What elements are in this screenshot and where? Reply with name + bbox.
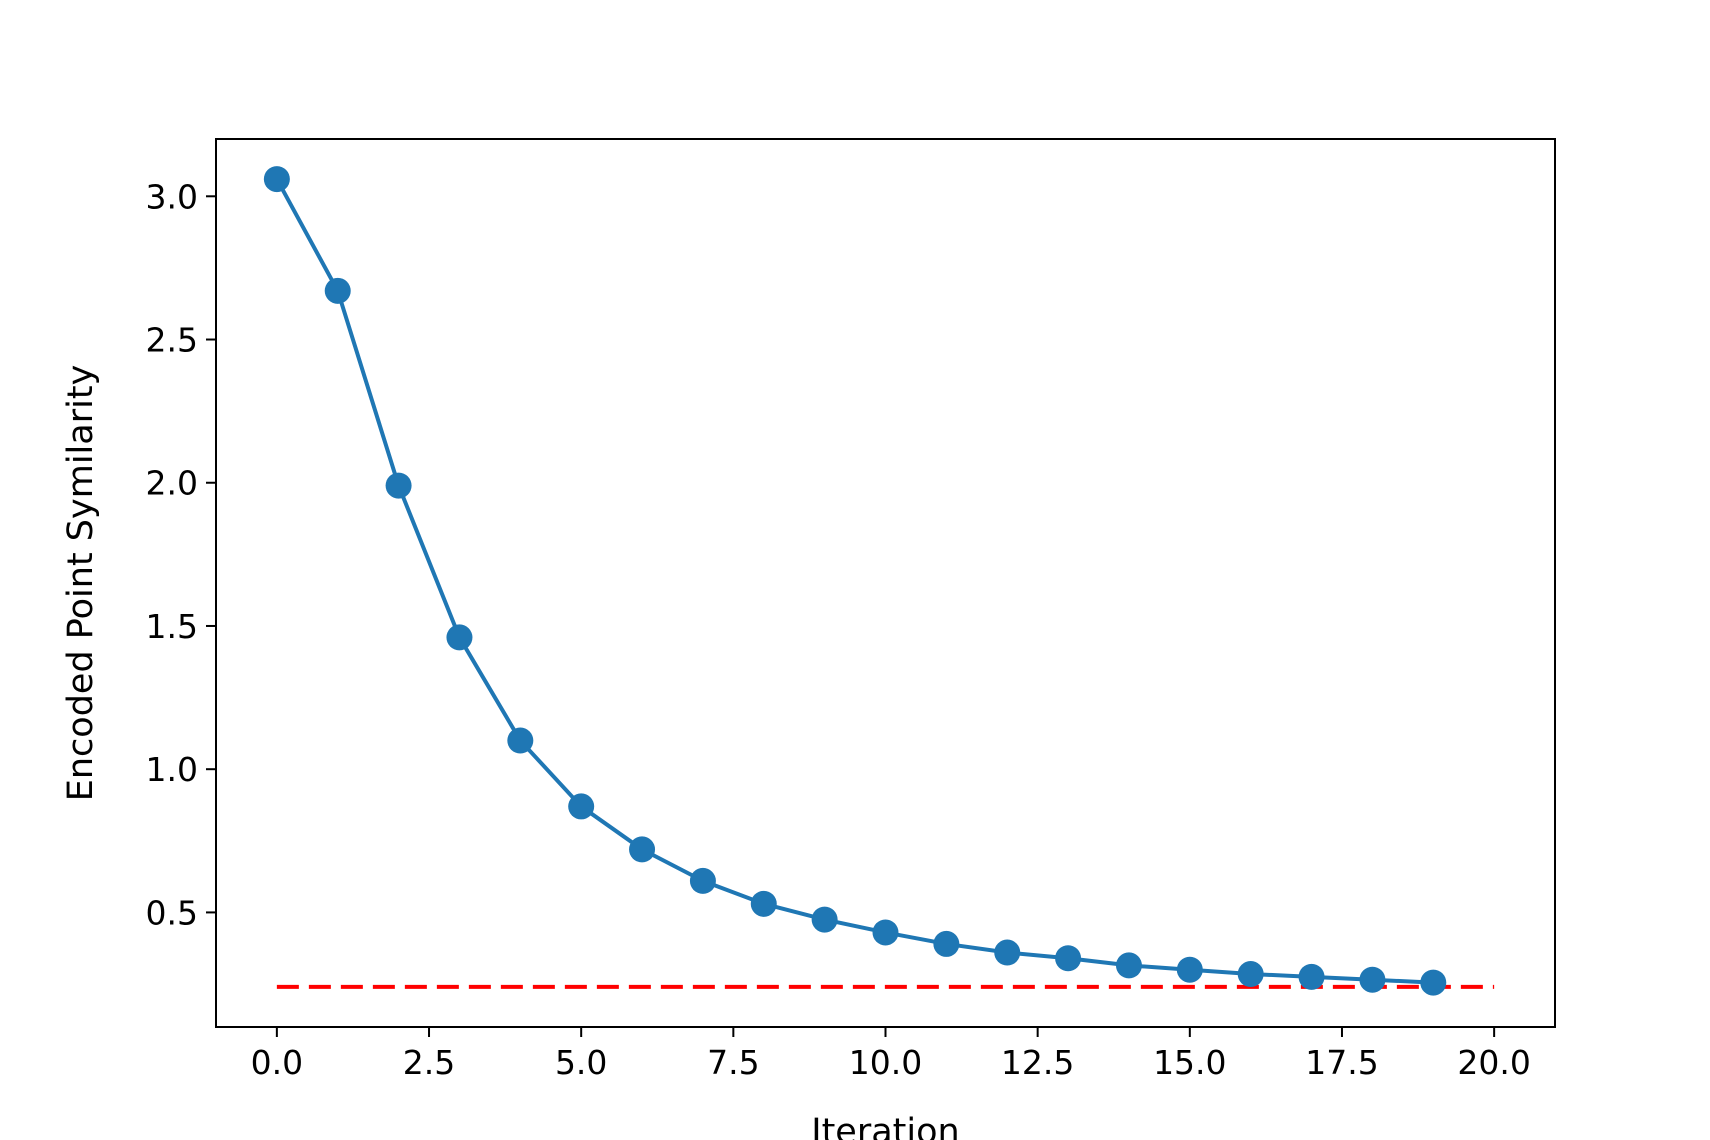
- series-layer: [263, 166, 1447, 996]
- data-point: [1055, 945, 1082, 972]
- x-tick-label: 10.0: [849, 1043, 922, 1082]
- data-point: [324, 277, 351, 304]
- data-point: [263, 166, 290, 193]
- data-point: [507, 727, 534, 754]
- x-axis-label: Iteration: [811, 1112, 959, 1140]
- y-tick-label: 2.5: [146, 321, 198, 360]
- x-tick-label: 7.5: [707, 1043, 759, 1082]
- data-point: [1237, 961, 1264, 988]
- y-tick-label: 2.0: [146, 464, 198, 503]
- y-tick-label: 0.5: [146, 893, 198, 932]
- x-axis-ticks: 0.0 2.5 5.0 7.5 10.0 12.5 15.0 17.5 20.0: [251, 1027, 1531, 1082]
- y-tick-label: 1.5: [146, 607, 198, 646]
- data-point: [1420, 969, 1447, 996]
- x-tick-label: 12.5: [1001, 1043, 1074, 1082]
- data-point: [689, 867, 716, 894]
- x-tick-label: 2.5: [403, 1043, 455, 1082]
- y-tick-label: 3.0: [146, 177, 198, 216]
- data-point: [750, 890, 777, 917]
- data-point: [872, 919, 899, 946]
- data-point: [446, 624, 473, 651]
- data-point: [629, 836, 656, 863]
- x-tick-label: 5.0: [555, 1043, 607, 1082]
- data-point: [933, 930, 960, 957]
- data-point: [994, 939, 1021, 966]
- x-tick-label: 20.0: [1457, 1043, 1530, 1082]
- data-point: [568, 793, 595, 820]
- y-axis-label: Encoded Point Symilarity: [61, 365, 101, 802]
- x-tick-label: 15.0: [1153, 1043, 1226, 1082]
- y-axis-ticks: 0.5 1.0 1.5 2.0 2.5 3.0: [146, 177, 216, 932]
- x-tick-label: 0.0: [251, 1043, 303, 1082]
- x-tick-label: 17.5: [1305, 1043, 1378, 1082]
- data-point: [1115, 952, 1142, 979]
- data-point: [811, 906, 838, 933]
- plot-background: [216, 139, 1555, 1027]
- y-tick-label: 1.0: [146, 750, 198, 789]
- data-point: [1359, 966, 1386, 993]
- plot-frame: [215, 138, 1556, 1028]
- data-point: [1176, 956, 1203, 983]
- data-point: [1298, 963, 1325, 990]
- data-point: [385, 472, 412, 499]
